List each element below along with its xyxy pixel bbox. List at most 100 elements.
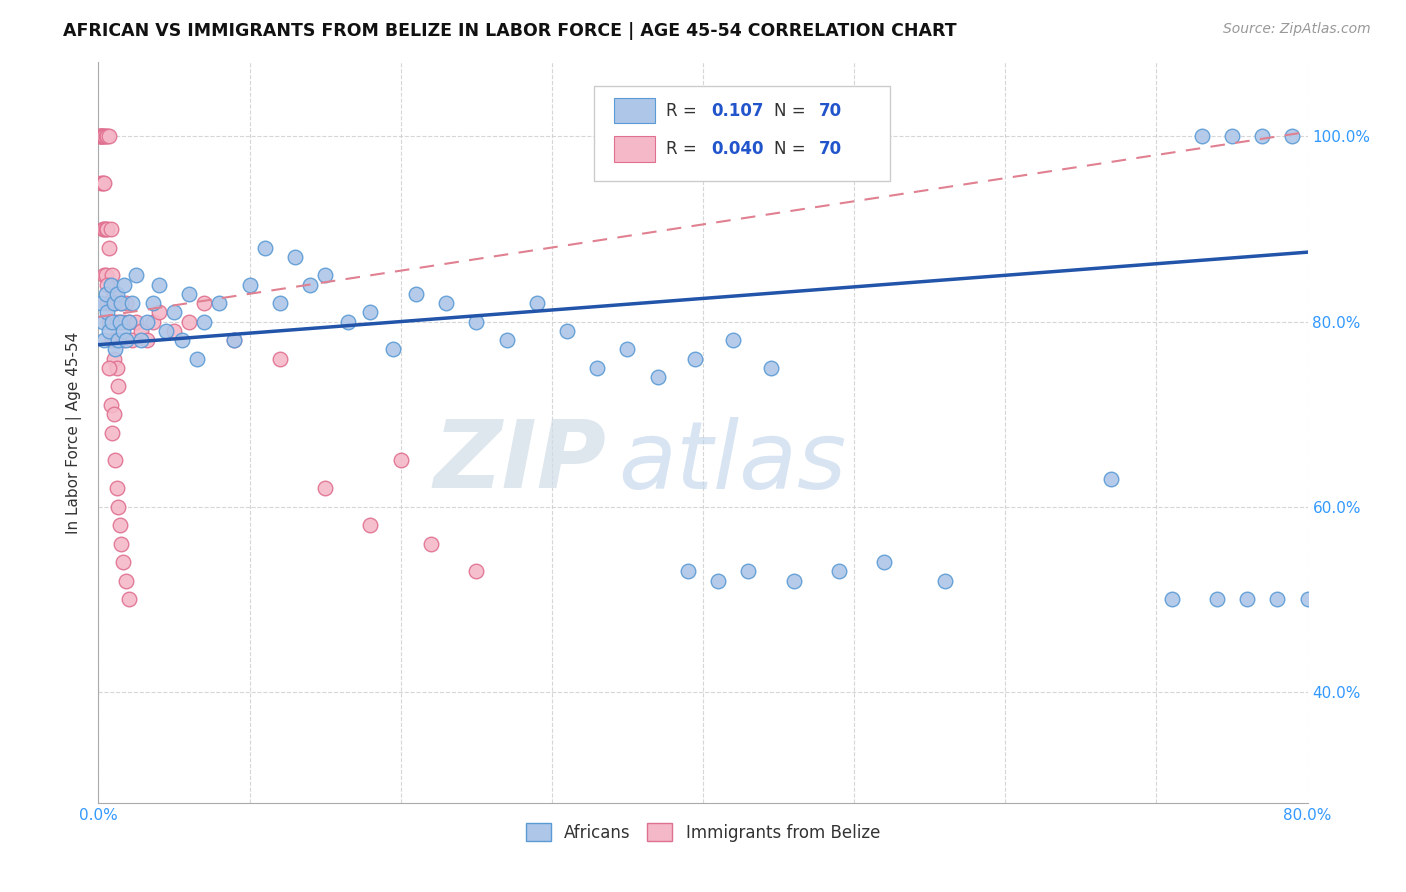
- Point: [828, 565, 851, 579]
- Point: [105, 481, 128, 495]
- Point: [104, 343, 127, 357]
- Point: [89, 129, 111, 144]
- Point: [783, 574, 806, 588]
- Point: [107, 333, 129, 347]
- Point: [90, 176, 112, 190]
- Point: [465, 315, 488, 329]
- Point: [111, 555, 134, 569]
- Point: [707, 574, 730, 588]
- Point: [105, 286, 128, 301]
- Point: [100, 222, 122, 236]
- Point: [1251, 129, 1274, 144]
- Point: [101, 333, 124, 347]
- Point: [100, 277, 122, 292]
- Point: [586, 360, 609, 375]
- Point: [1099, 472, 1122, 486]
- Point: [737, 565, 759, 579]
- Point: [93, 176, 115, 190]
- Point: [495, 333, 517, 347]
- Point: [269, 296, 291, 310]
- Point: [96, 296, 118, 310]
- Point: [93, 222, 115, 236]
- Point: [336, 315, 359, 329]
- Point: [239, 277, 262, 292]
- Point: [170, 333, 193, 347]
- Point: [91, 129, 114, 144]
- Point: [103, 296, 125, 310]
- Point: [465, 565, 488, 579]
- Text: 0.040: 0.040: [711, 140, 763, 158]
- Text: R =: R =: [665, 102, 702, 120]
- Point: [91, 176, 114, 190]
- Point: [314, 268, 336, 283]
- Point: [94, 268, 117, 283]
- Point: [118, 315, 141, 329]
- Point: [114, 574, 136, 588]
- Point: [676, 565, 699, 579]
- Point: [107, 379, 129, 393]
- Point: [148, 305, 170, 319]
- Point: [105, 315, 128, 329]
- Point: [759, 360, 782, 375]
- Point: [299, 277, 322, 292]
- Text: N =: N =: [775, 102, 811, 120]
- Point: [89, 129, 111, 144]
- Point: [405, 286, 427, 301]
- Point: [108, 315, 131, 329]
- Point: [111, 333, 134, 347]
- Point: [105, 360, 128, 375]
- Point: [129, 324, 152, 338]
- FancyBboxPatch shape: [613, 98, 655, 123]
- Point: [101, 315, 124, 329]
- Point: [135, 315, 157, 329]
- Point: [94, 129, 117, 144]
- Point: [98, 324, 121, 338]
- Point: [1160, 592, 1182, 607]
- Text: 70: 70: [820, 140, 842, 158]
- FancyBboxPatch shape: [613, 136, 655, 161]
- Text: 70: 70: [820, 102, 842, 120]
- Point: [284, 250, 307, 264]
- Point: [104, 453, 127, 467]
- Point: [91, 315, 114, 329]
- Point: [685, 351, 707, 366]
- Point: [110, 296, 132, 310]
- Text: Source: ZipAtlas.com: Source: ZipAtlas.com: [1223, 22, 1371, 37]
- Point: [121, 296, 143, 310]
- Point: [224, 333, 246, 347]
- Point: [269, 351, 291, 366]
- Point: [96, 222, 118, 236]
- Point: [121, 333, 143, 347]
- Point: [93, 268, 115, 283]
- Point: [94, 222, 117, 236]
- Point: [108, 315, 131, 329]
- Point: [107, 333, 129, 347]
- Point: [155, 324, 177, 338]
- Point: [389, 453, 412, 467]
- Point: [93, 333, 115, 347]
- Point: [186, 351, 208, 366]
- Point: [118, 592, 141, 607]
- Point: [135, 333, 157, 347]
- Point: [118, 315, 141, 329]
- Point: [108, 518, 131, 533]
- Point: [934, 574, 956, 588]
- Point: [253, 240, 276, 255]
- Point: [420, 536, 443, 550]
- Point: [110, 296, 132, 310]
- Point: [114, 333, 136, 347]
- Point: [873, 555, 896, 569]
- Point: [98, 129, 121, 144]
- Point: [98, 315, 121, 329]
- Text: ZIP: ZIP: [433, 417, 606, 508]
- Point: [90, 296, 112, 310]
- Point: [434, 296, 457, 310]
- Point: [193, 315, 215, 329]
- Point: [208, 296, 231, 310]
- Point: [193, 296, 215, 310]
- Point: [107, 500, 129, 514]
- Point: [100, 296, 122, 310]
- Point: [103, 286, 125, 301]
- Text: N =: N =: [775, 140, 811, 158]
- Point: [112, 315, 135, 329]
